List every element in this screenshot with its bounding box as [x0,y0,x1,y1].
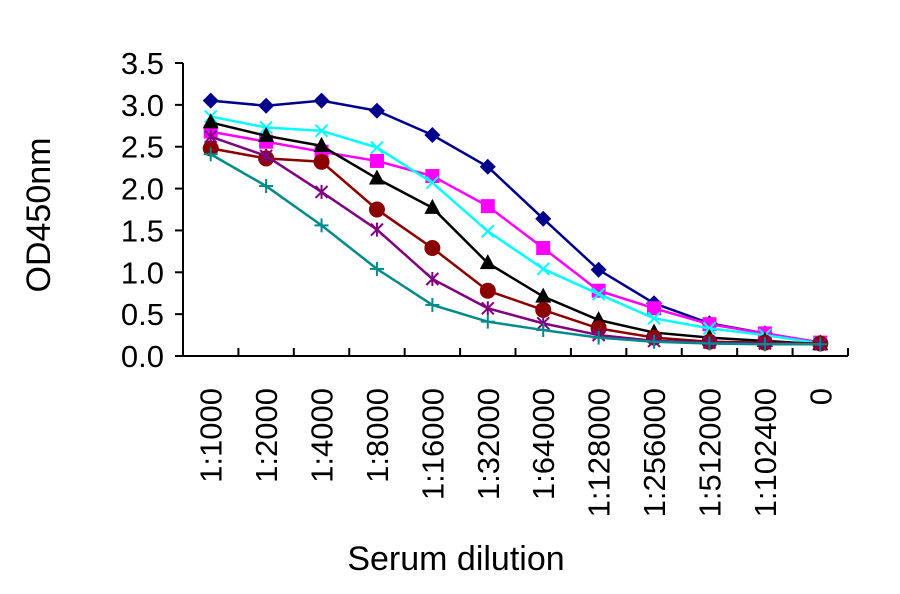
data-point-x [702,321,717,336]
data-point-asterisk [204,129,218,144]
data-point-circle [313,153,330,170]
series-line [210,153,821,346]
data-point-diamond [368,102,385,119]
x-tick-label: 1:128000 [582,388,617,517]
x-tick-label: 1:16000 [415,388,450,500]
data-point-diamond [479,158,496,175]
data-point-x [536,262,550,276]
series-line [210,130,821,344]
data-point-square [591,283,606,298]
x-tick-label: 1:2000 [249,388,284,483]
y-tick-label: 1.5 [121,213,164,248]
series-6 [204,129,827,352]
data-point-plus [813,337,828,352]
data-point-x [425,176,440,190]
data-point-plus [203,147,218,162]
x-tick-label: 1:102400 [748,388,783,517]
data-point-circle [479,282,496,299]
y-tick-label: 2.0 [121,172,164,207]
data-point-diamond [258,97,275,114]
data-point-circle [424,240,441,257]
data-point-triangle [424,198,441,214]
y-tick-label: 0.0 [121,339,164,374]
data-point-square [536,241,551,256]
x-tick-label: 1:8000 [360,388,395,483]
data-point-diamond [590,261,607,278]
x-tick-label: 1:1000 [194,388,229,483]
y-tick-label: 3.0 [121,88,164,123]
x-tick-label: 1:256000 [637,388,672,517]
data-point-plus [259,179,274,194]
data-point-triangle [258,126,275,142]
series-line [210,99,821,344]
data-point-plus [480,314,495,329]
series-1 [202,92,829,351]
y-axis-title: OD450nm [20,138,58,293]
data-point-asterisk [314,184,329,199]
data-point-asterisk [259,148,273,163]
data-point-x [370,140,384,155]
data-point-plus [757,337,772,352]
data-point-x [314,124,329,138]
data-point-x [481,224,495,238]
data-point-circle [368,201,385,218]
x-axis-title: Serum dilution [347,540,564,578]
x-tick-label: 1:64000 [526,388,561,500]
data-point-triangle [202,113,219,129]
y-tick-label: 0.5 [121,297,164,332]
data-point-plus [702,336,717,351]
data-point-triangle [535,287,552,303]
data-point-asterisk [425,271,440,286]
data-point-asterisk [370,222,384,237]
x-tick-label: 1:512000 [692,388,727,517]
axes [182,63,848,357]
series-7 [203,147,828,352]
data-point-plus [314,218,329,233]
series-line [210,115,821,345]
data-point-x [647,311,661,326]
x-axis-ticks: 1:1000 1:2000 1:4000 1:8000 1:16000 1:32000 1:… [182,348,849,517]
data-point-square [369,153,384,168]
x-tick-label: 1:4000 [305,388,340,483]
data-point-square [647,301,662,316]
series-line [210,135,821,346]
series-line [210,121,821,346]
series-layer [202,92,829,352]
y-tick-label: 3.5 [121,46,164,81]
y-tick-label: 2.5 [121,130,164,165]
series-line [210,147,821,345]
data-point-diamond [313,92,330,109]
data-point-plus [425,297,440,312]
data-point-plus [591,330,606,345]
data-point-diamond [535,210,552,227]
data-point-diamond [424,126,441,143]
data-point-plus [647,334,662,349]
data-point-triangle [368,169,385,185]
data-point-x [591,287,606,301]
x-tick-label: 0 [803,388,838,405]
series-5 [202,140,829,352]
data-point-circle [535,301,552,318]
data-point-plus [369,261,384,276]
x-tick-label: 1:32000 [471,388,506,500]
data-point-diamond [202,92,219,109]
data-point-square [480,199,495,214]
data-point-plus [536,323,551,338]
y-tick-label: 1.0 [121,255,164,290]
y-axis-ticks: 0.0 0.5 1.0 1.5 2.0 2.5 3.0 3.5 [121,46,183,374]
data-point-triangle [479,254,496,270]
data-point-triangle [313,136,330,152]
data-point-asterisk [481,301,495,316]
